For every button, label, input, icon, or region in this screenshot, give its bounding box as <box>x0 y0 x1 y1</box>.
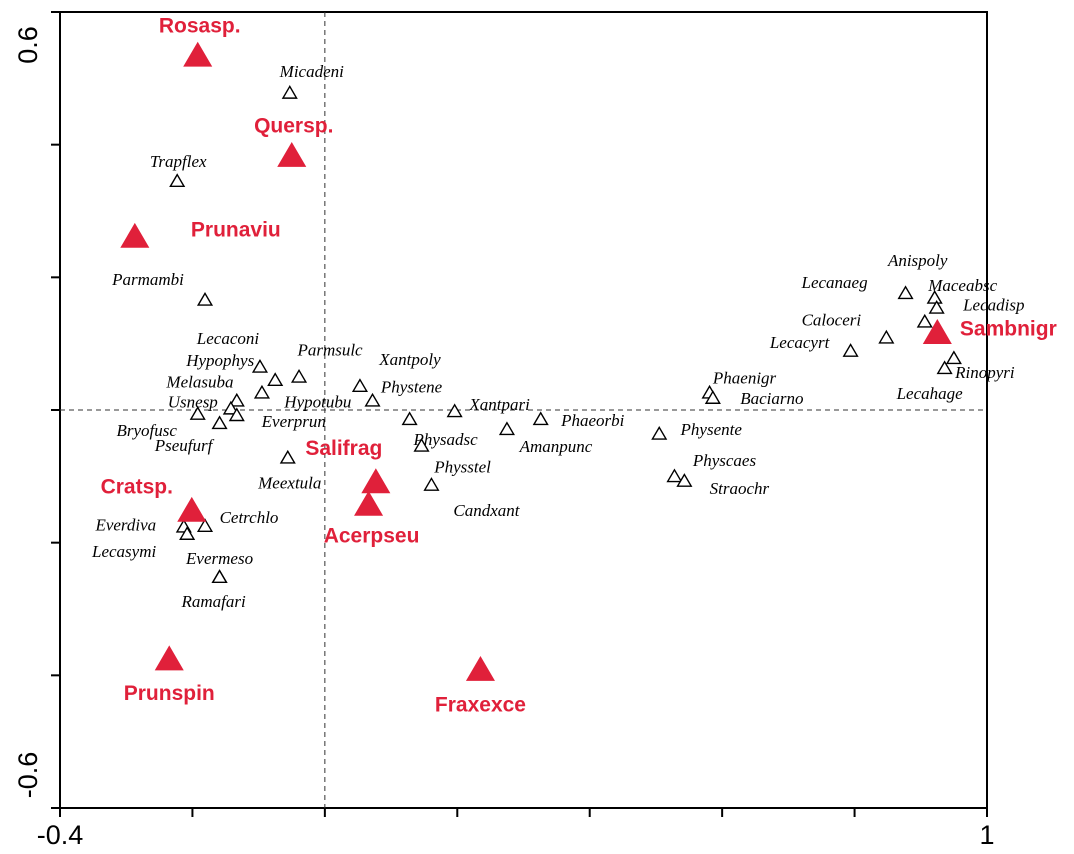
species-label: Lecasymi <box>91 542 156 561</box>
species-point <box>196 291 214 306</box>
species-label: Anispoly <box>887 251 948 270</box>
site-point <box>177 496 207 522</box>
x-tick-label: -0.4 <box>37 820 84 850</box>
site-label: Sambnigr <box>960 318 1057 341</box>
species-label: Candxant <box>453 501 520 520</box>
site-point <box>183 41 213 67</box>
site-label: Cratsp. <box>101 475 173 498</box>
species-label: Cetrchlo <box>220 508 279 527</box>
species-label: Xantpari <box>468 395 530 414</box>
species-label: Xantpoly <box>378 350 441 369</box>
site-label: Prunspin <box>124 682 215 705</box>
species-label: Parmambi <box>111 270 184 289</box>
site-label: Salifrag <box>305 437 382 460</box>
species-label: Phystene <box>380 378 443 397</box>
species-label: Baciarno <box>740 389 803 408</box>
species-label: Micadeni <box>279 62 344 81</box>
site-label: Fraxexce <box>435 694 526 717</box>
species-label: Usnesp <box>168 393 218 412</box>
species-label: Maceabsc <box>927 276 997 295</box>
species-label: Physadsc <box>413 430 479 449</box>
species-label: Hypotubu <box>283 393 351 412</box>
species-point <box>401 411 418 426</box>
species-label: Melasuba <box>165 373 233 392</box>
species-point <box>666 468 683 483</box>
species-point <box>222 400 239 415</box>
site-point <box>922 319 952 344</box>
species-label: Lecanaeg <box>801 273 868 292</box>
site-label: Rosasp. <box>159 14 241 37</box>
species-point <box>651 425 668 440</box>
species-point <box>351 378 368 393</box>
species-label: Pseufurf <box>154 436 215 455</box>
species-point <box>251 358 269 373</box>
site-point <box>361 468 391 494</box>
species-label: Lecahage <box>896 384 964 403</box>
species-label: Parmsulc <box>296 341 363 360</box>
species-label: Everdiva <box>94 516 156 535</box>
species-point <box>228 407 245 422</box>
species-label: Phaenigr <box>712 369 777 388</box>
species-point <box>936 360 953 375</box>
site-label: Prunaviu <box>191 218 281 241</box>
species-point <box>169 173 186 188</box>
species-point <box>498 421 515 436</box>
species-label: Lecaconi <box>196 329 260 348</box>
species-label: Physente <box>680 420 743 439</box>
species-point <box>446 403 463 418</box>
species-point <box>179 526 196 540</box>
species-point <box>423 477 440 491</box>
species-label: Everprun <box>261 412 326 431</box>
species-point <box>926 290 943 304</box>
species-point <box>267 372 284 387</box>
species-point <box>364 392 381 407</box>
species-label: Rinopyri <box>954 363 1015 382</box>
species-label: Bryofusc <box>117 421 178 440</box>
species-point <box>211 415 228 430</box>
species-label: Amanpunc <box>519 437 593 456</box>
species-label: Lecadisp <box>962 296 1024 315</box>
species-point <box>290 368 308 383</box>
species-point <box>945 350 962 365</box>
species-label: Evermeso <box>185 549 253 568</box>
species-label: Trapflex <box>150 152 207 171</box>
species-point <box>413 437 430 452</box>
species-point <box>676 473 693 487</box>
species-label: Lecacyrt <box>769 333 831 352</box>
species-point <box>897 285 914 300</box>
species-point <box>928 299 945 314</box>
species-label: Physcaes <box>692 451 757 470</box>
site-point <box>120 222 150 248</box>
site-point <box>277 141 307 167</box>
species-label: Caloceri <box>802 311 862 330</box>
species-point <box>228 392 245 407</box>
species-point <box>704 390 721 404</box>
species-point <box>532 411 549 426</box>
species-point <box>211 569 228 584</box>
species-label: Meextula <box>257 474 321 493</box>
species-label: Physstel <box>433 458 491 477</box>
site-point <box>354 490 384 516</box>
species-label: Ramafari <box>180 592 246 611</box>
site-point <box>465 656 495 681</box>
species-point <box>878 329 895 344</box>
species-label: Phaeorbi <box>560 411 625 430</box>
species-point <box>189 406 206 420</box>
species-point <box>842 343 859 357</box>
site-label: Quersp. <box>254 114 333 137</box>
species-label: Hypophys <box>185 351 254 370</box>
species-point <box>279 449 296 464</box>
species-point <box>281 85 298 99</box>
site-label: Acerpseu <box>324 524 420 547</box>
species-point <box>916 313 933 328</box>
species-point <box>196 518 214 532</box>
species-point <box>253 384 270 399</box>
species-label: Straochr <box>710 479 770 498</box>
y-tick-label: -0.6 <box>13 752 43 799</box>
x-tick-label: 1 <box>979 820 994 850</box>
site-point <box>154 645 184 671</box>
y-tick-label: 0.6 <box>13 26 43 64</box>
